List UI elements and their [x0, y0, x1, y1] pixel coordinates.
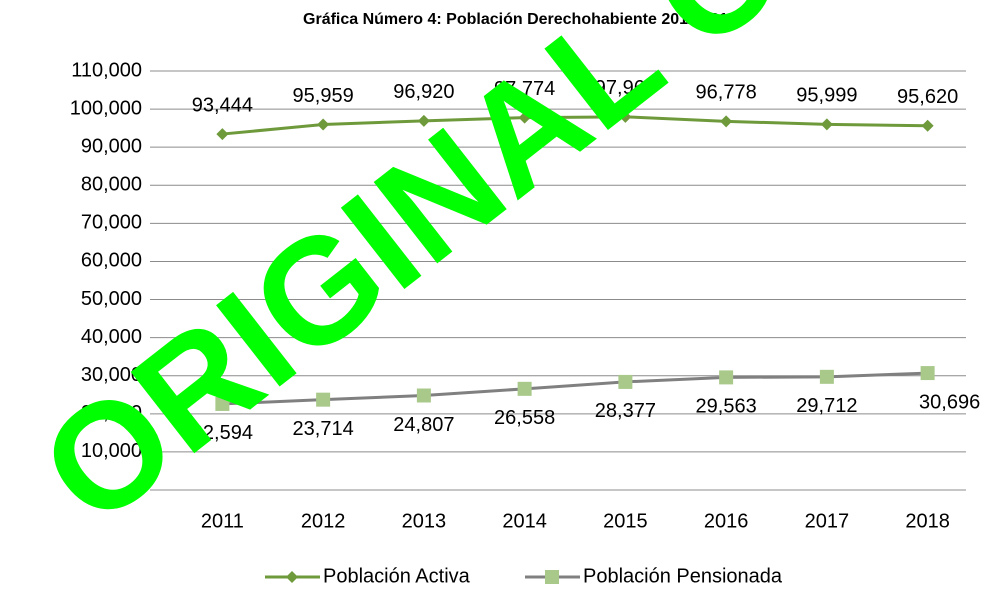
data-label: 97,969 [595, 77, 656, 99]
y-tick-label: 40,000 [81, 326, 142, 348]
point [216, 128, 229, 141]
point [921, 119, 934, 132]
x-tick-label: 2011 [201, 510, 244, 532]
y-tick-label: 70,000 [81, 212, 142, 234]
data-label: 30,696 [919, 391, 980, 413]
y-tick-label: 90,000 [81, 135, 142, 157]
x-tick-label: 2014 [502, 510, 547, 532]
legend-marker [286, 571, 298, 583]
legend-label: Población Activa [323, 565, 471, 587]
legend-label: Población Pensionada [583, 565, 783, 587]
y-tick-label: 0 [131, 478, 142, 500]
x-tick-label: 2016 [704, 510, 749, 532]
y-tick-label: 110,000 [71, 59, 142, 81]
point [317, 118, 330, 131]
y-tick-label: 50,000 [81, 288, 142, 310]
data-label: 95,620 [897, 86, 958, 108]
point [819, 369, 834, 384]
data-label: 22,594 [192, 422, 253, 444]
y-tick-label: 60,000 [81, 250, 142, 272]
data-label: 29,712 [796, 395, 857, 417]
point [618, 374, 633, 389]
point [416, 388, 431, 403]
data-label: 95,959 [293, 85, 354, 107]
point [518, 111, 531, 124]
series-line [222, 371, 928, 406]
point [719, 370, 734, 385]
data-label: 24,807 [393, 414, 454, 436]
legend-marker [545, 570, 559, 584]
data-label: 93,444 [192, 94, 253, 116]
x-tick-label: 2013 [402, 510, 447, 532]
data-label: 28,377 [595, 400, 656, 422]
y-tick-label: 20,000 [81, 402, 142, 424]
y-tick-label: 100,000 [70, 97, 142, 119]
chart-title: Gráfica Número 4: Población Derechohabie… [303, 11, 737, 28]
point [820, 118, 833, 131]
data-label: 96,920 [393, 81, 454, 103]
data-label: 23,714 [293, 418, 354, 440]
point [517, 381, 532, 396]
data-label: 29,563 [696, 396, 757, 418]
x-tick-label: 2012 [301, 510, 346, 532]
y-tick-label: 80,000 [81, 174, 142, 196]
series-line [222, 115, 928, 136]
y-tick-label: 30,000 [81, 364, 142, 386]
x-tick-label: 2017 [805, 510, 850, 532]
x-tick-label: 2015 [603, 510, 648, 532]
x-tick-label: 2018 [905, 510, 950, 532]
data-label: 95,999 [796, 85, 857, 107]
data-label: 26,558 [494, 407, 555, 429]
point [215, 396, 230, 411]
data-label: 96,778 [696, 82, 757, 104]
point [316, 392, 331, 407]
point [920, 366, 935, 381]
y-tick-label: 10,000 [81, 440, 142, 462]
data-label: 97,774 [494, 78, 555, 100]
point [619, 110, 632, 123]
point [417, 114, 430, 127]
point [720, 115, 733, 128]
